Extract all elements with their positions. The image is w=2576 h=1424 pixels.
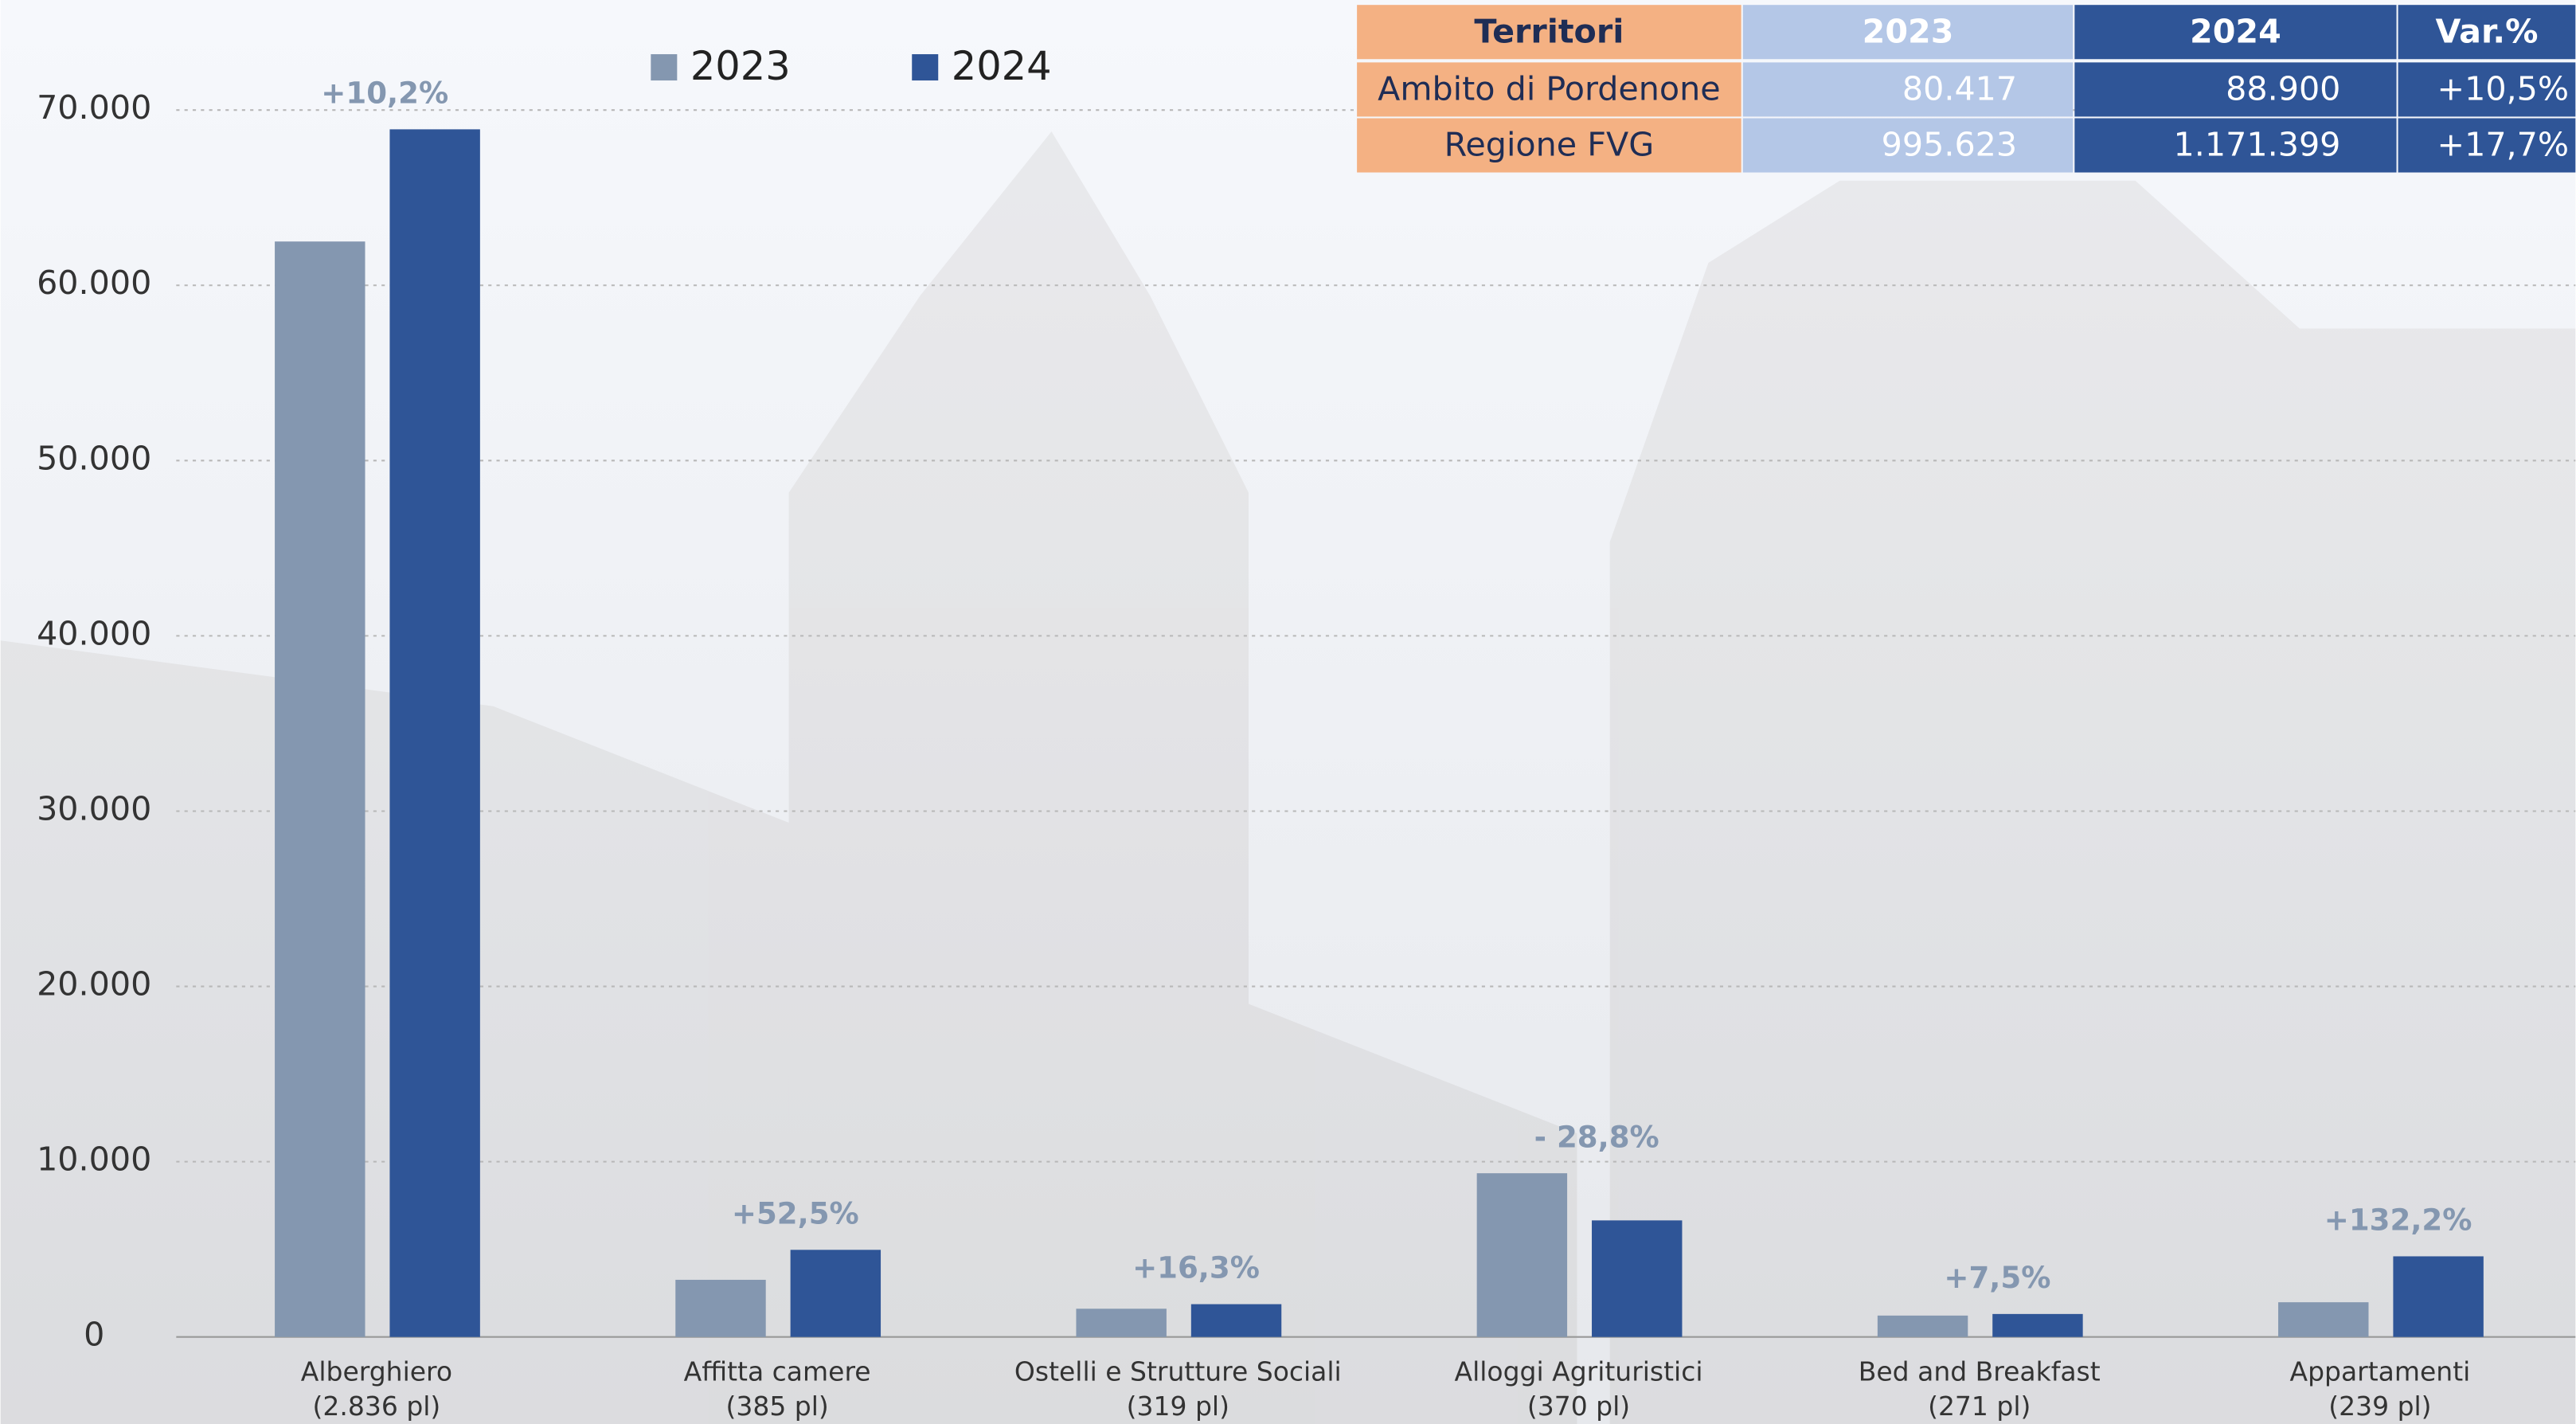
y-tick-label: 60.000 [37,264,151,302]
bar [1992,1314,2082,1337]
table-cell-text: Regione FVG [1444,126,1655,164]
legend-label: 2023 [690,43,791,89]
table-cell-text: 80.417 [1902,69,2017,108]
y-tick-label: 40.000 [37,614,151,652]
table-cell-text: 88.900 [2226,69,2340,108]
change-label: +132,2% [2324,1203,2472,1238]
x-tick-sublabel: (2.836 pl) [313,1391,441,1422]
y-tick-label: 20.000 [37,965,151,1003]
bar [1477,1173,1567,1337]
bar [2393,1256,2483,1336]
x-tick-sublabel: (385 pl) [725,1391,828,1422]
x-tick-sublabel: (271 pl) [1928,1391,2031,1422]
x-tick-label: Alloggi Agrituristici [1455,1356,1703,1387]
chart: 0 10.000 20.000 30.000 40.000 50.000 60.000 70.… [0,0,2576,1424]
x-tick-label: Appartamenti [2290,1356,2471,1387]
bar [1076,1309,1166,1336]
table-cell-text: +10,5% [2437,69,2570,108]
change-label: +10,2% [321,76,448,111]
bar [1191,1305,1281,1337]
change-label: +52,5% [732,1197,859,1231]
x-tick-sublabel: (370 pl) [1527,1391,1630,1422]
x-tick-sublabel: (239 pl) [2328,1391,2431,1422]
page: {"chart_data": {"type": "bar", "categori… [0,0,2576,1424]
table-header-text: 2023 [1863,12,1954,50]
x-tick-label: Bed and Breakfast [1859,1356,2101,1387]
y-tick-label: 10.000 [37,1140,151,1179]
legend-swatch [912,54,938,80]
y-tick-label: 30.000 [37,789,151,827]
x-tick-label: Affitta camere [684,1356,871,1387]
table-cell-text: +17,7% [2437,126,2570,164]
x-tick-sublabel: (319 pl) [1127,1391,1229,1422]
bar [791,1250,881,1336]
legend-swatch [651,54,677,80]
bar [1878,1316,1968,1337]
bar [275,241,365,1336]
change-label: +7,5% [1944,1261,2050,1295]
table-cell-text: 995.623 [1882,126,2018,164]
bar [1592,1220,1682,1336]
bar [675,1280,765,1337]
table-header-text: Var.% [2436,12,2539,50]
table-cell-text: Ambito di Pordenone [1378,69,1721,108]
y-tick-label: 0 [84,1316,104,1354]
data-table: Territori 2023 2024 Var.% Ambito di Pordenon… [1357,5,2575,172]
change-label: - 28,8% [1534,1120,1659,1154]
table-cell-text: 1.171.399 [2174,126,2341,164]
table-header-text: Territori [1474,12,1624,50]
change-label: +16,3% [1132,1251,1260,1285]
bar [389,129,479,1336]
x-tick-label: Ostelli e Strutture Sociali [1014,1356,1342,1387]
x-tick-label: Alberghiero [301,1356,452,1387]
y-tick-label: 70.000 [37,88,151,127]
legend-label: 2024 [952,43,1052,89]
table-header-text: 2024 [2190,12,2281,50]
bar [2278,1302,2368,1337]
y-tick-label: 50.000 [37,439,151,477]
